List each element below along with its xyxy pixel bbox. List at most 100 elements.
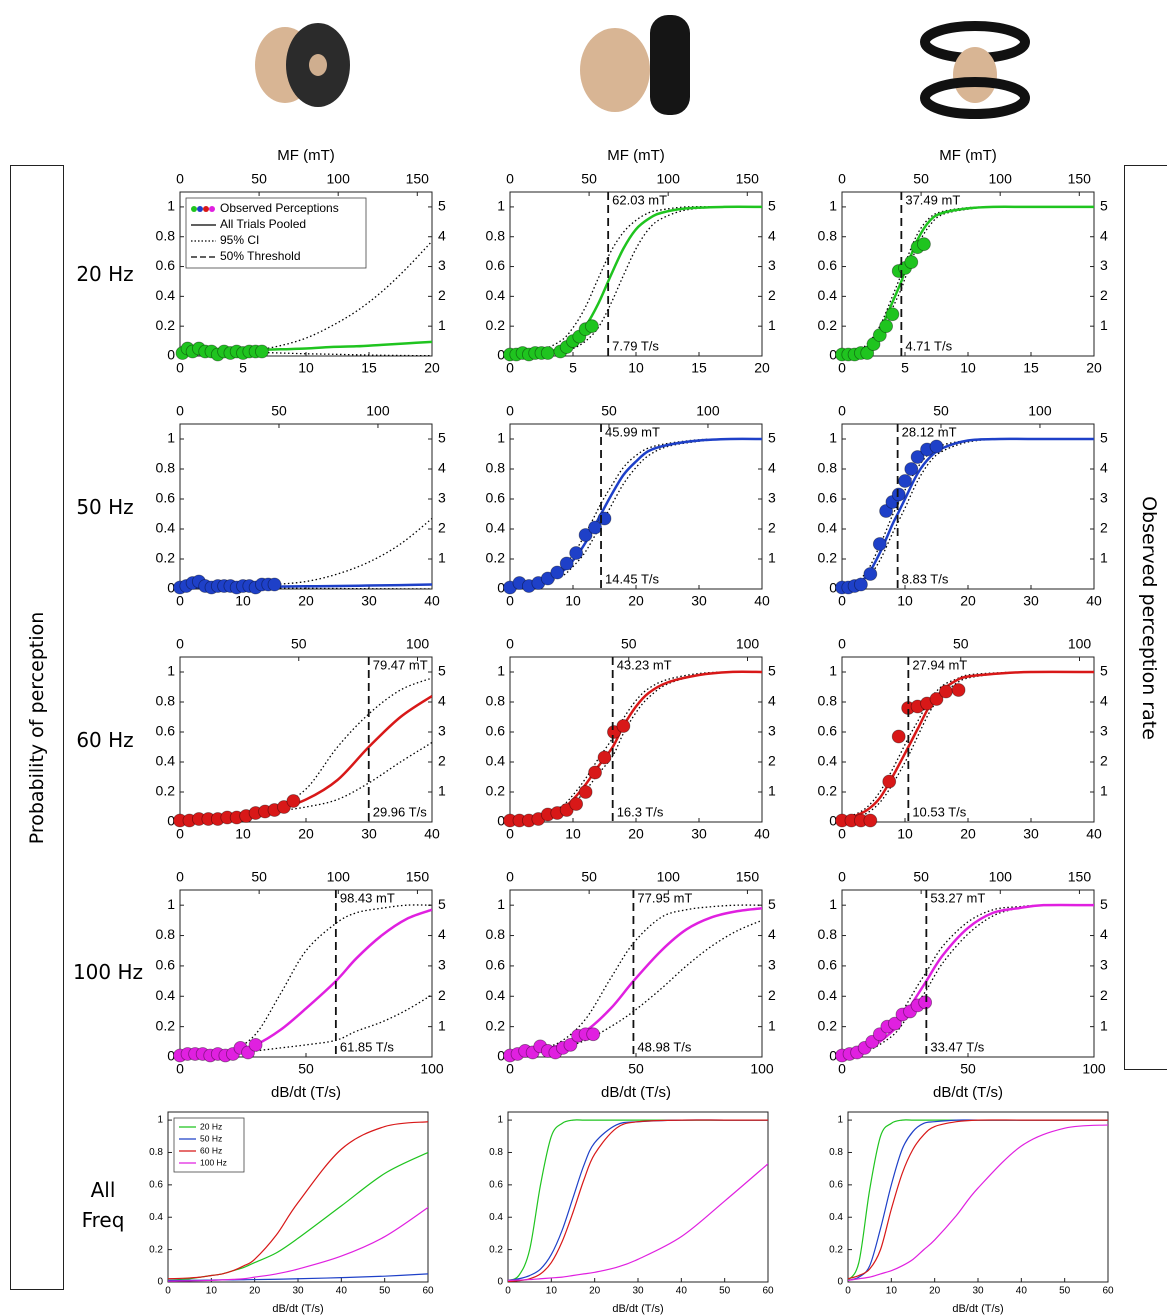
- x-tick-label: 0: [176, 825, 184, 841]
- x-tick-label: 100: [750, 1060, 774, 1076]
- x-tick-label: 0: [506, 1060, 514, 1076]
- ci-curve: [510, 671, 762, 822]
- y-tick-label: 0.4: [149, 1212, 163, 1223]
- x-tick-label: 10: [565, 825, 581, 841]
- y-tick-label: 0: [829, 347, 837, 363]
- y-tick-label: 0: [167, 347, 175, 363]
- y-tick-label: 0.6: [486, 257, 506, 273]
- x2-tick-label: 100: [1068, 636, 1092, 652]
- y2-tick-label: 2: [1100, 520, 1108, 536]
- x-tick-label: 0: [838, 825, 846, 841]
- observed-point: [929, 439, 944, 454]
- x2-tick-label: 50: [621, 636, 637, 652]
- observed-point: [891, 487, 906, 502]
- legend-label: 50% Threshold: [220, 249, 301, 263]
- x-tick-label: 100: [420, 1060, 444, 1076]
- y-tick-label: 1: [497, 663, 505, 679]
- y-tick-label: 1: [829, 198, 837, 214]
- y2-tick-label: 2: [1100, 753, 1108, 769]
- y-tick-label: 0.4: [156, 520, 176, 536]
- x-tick-label: 15: [1023, 359, 1039, 375]
- y-tick-label: 0.6: [818, 957, 838, 973]
- y-tick-label: 0: [829, 1048, 837, 1064]
- observed-point: [929, 692, 944, 706]
- y2-tick-label: 3: [438, 723, 446, 739]
- y2-tick-label: 3: [438, 957, 446, 973]
- threshold-annotation: 79.47 mT: [373, 657, 428, 672]
- x2-tick-label: 50: [601, 403, 617, 419]
- y-tick-label: 0.2: [818, 1017, 838, 1033]
- threshold-annotation: 27.94 mT: [912, 657, 967, 672]
- observed-point: [616, 719, 631, 733]
- x-tick-label: 40: [1086, 825, 1102, 841]
- y-tick-label: 0.6: [156, 723, 176, 739]
- x2-tick-label: 100: [989, 869, 1013, 885]
- y-tick-label: 0: [829, 813, 837, 829]
- y2-tick-label: 2: [1100, 287, 1108, 303]
- y-tick-label: 0: [497, 813, 505, 829]
- y-tick-label: 0.2: [486, 783, 506, 799]
- y2-tick-label: 5: [768, 430, 776, 446]
- x2-tick-label: 100: [327, 171, 351, 187]
- x2-tick-label: 150: [1068, 869, 1092, 885]
- y-tick-label: 1: [829, 430, 837, 446]
- y-tick-label: 0.8: [486, 227, 506, 243]
- threshold-annotation: 16.3 T/s: [617, 804, 664, 819]
- y2-tick-label: 4: [438, 693, 446, 709]
- y-tick-label: 0: [497, 347, 505, 363]
- observed-point: [898, 474, 912, 488]
- y2-tick-label: 3: [768, 490, 776, 506]
- fit-curve: [168, 1121, 428, 1280]
- observed-point: [569, 797, 584, 811]
- x2-tick-label: 100: [736, 636, 760, 652]
- y2-tick-label: 1: [768, 550, 776, 566]
- x-tick-label: 10: [235, 592, 251, 608]
- x-tick-label: 60: [762, 1286, 774, 1297]
- x2-tick-label: 100: [366, 403, 390, 419]
- observed-point: [879, 504, 893, 518]
- x2-tick-label: 150: [1068, 171, 1092, 187]
- threshold-annotation: 77.95 mT: [637, 890, 692, 905]
- y-tick-label: 0.2: [818, 550, 838, 566]
- y-tick-label: 1: [167, 896, 175, 912]
- y-tick-label: 0.2: [486, 317, 506, 333]
- y2-tick-label: 3: [768, 723, 776, 739]
- x2-tick-label: 100: [1028, 403, 1052, 419]
- y2-tick-label: 1: [438, 783, 446, 799]
- x2-tick-label: 0: [506, 171, 514, 187]
- x2-tick-label: 50: [581, 171, 597, 187]
- y-tick-label: 0.2: [156, 317, 176, 333]
- observed-point: [939, 684, 953, 699]
- x-tick-label: 20: [589, 1286, 601, 1297]
- threshold-annotation: 62.03 mT: [612, 192, 667, 207]
- observed-point: [607, 725, 621, 739]
- side-box: Observed perception rate: [1124, 165, 1167, 1070]
- y2-tick-label: 5: [1100, 663, 1108, 679]
- plot-frame: [179, 656, 433, 823]
- x-tick-label: 0: [176, 592, 184, 608]
- y2-tick-label: 1: [1100, 783, 1108, 799]
- x-tick-label: 60: [1102, 1286, 1114, 1297]
- x-tick-label: 40: [424, 592, 440, 608]
- x-tick-label: 0: [506, 825, 514, 841]
- plot-frame: [841, 656, 1095, 823]
- x-tick-label: 0: [176, 1060, 184, 1076]
- y2-tick-label: 4: [768, 227, 776, 243]
- y-tick-label: 0: [829, 580, 837, 596]
- y-tick-label: 0.8: [149, 1147, 163, 1158]
- y-tick-label: 1: [497, 430, 505, 446]
- x2-tick-label: 100: [696, 403, 720, 419]
- y2-tick-label: 3: [768, 257, 776, 273]
- x-axis-label: dB/dt (T/s): [952, 1303, 1003, 1315]
- y-tick-label: 0.2: [829, 1244, 843, 1255]
- observed-point: [277, 800, 291, 814]
- y-tick-label: 0.8: [818, 926, 838, 942]
- x-tick-label: 60: [422, 1286, 434, 1297]
- plot-content: [842, 670, 1094, 821]
- plot-content: [508, 1119, 768, 1282]
- observed-point: [559, 556, 574, 571]
- observed-point: [559, 803, 574, 817]
- x-tick-label: 10: [298, 359, 314, 375]
- plot-frame: [179, 889, 433, 1058]
- observed-point: [550, 565, 565, 580]
